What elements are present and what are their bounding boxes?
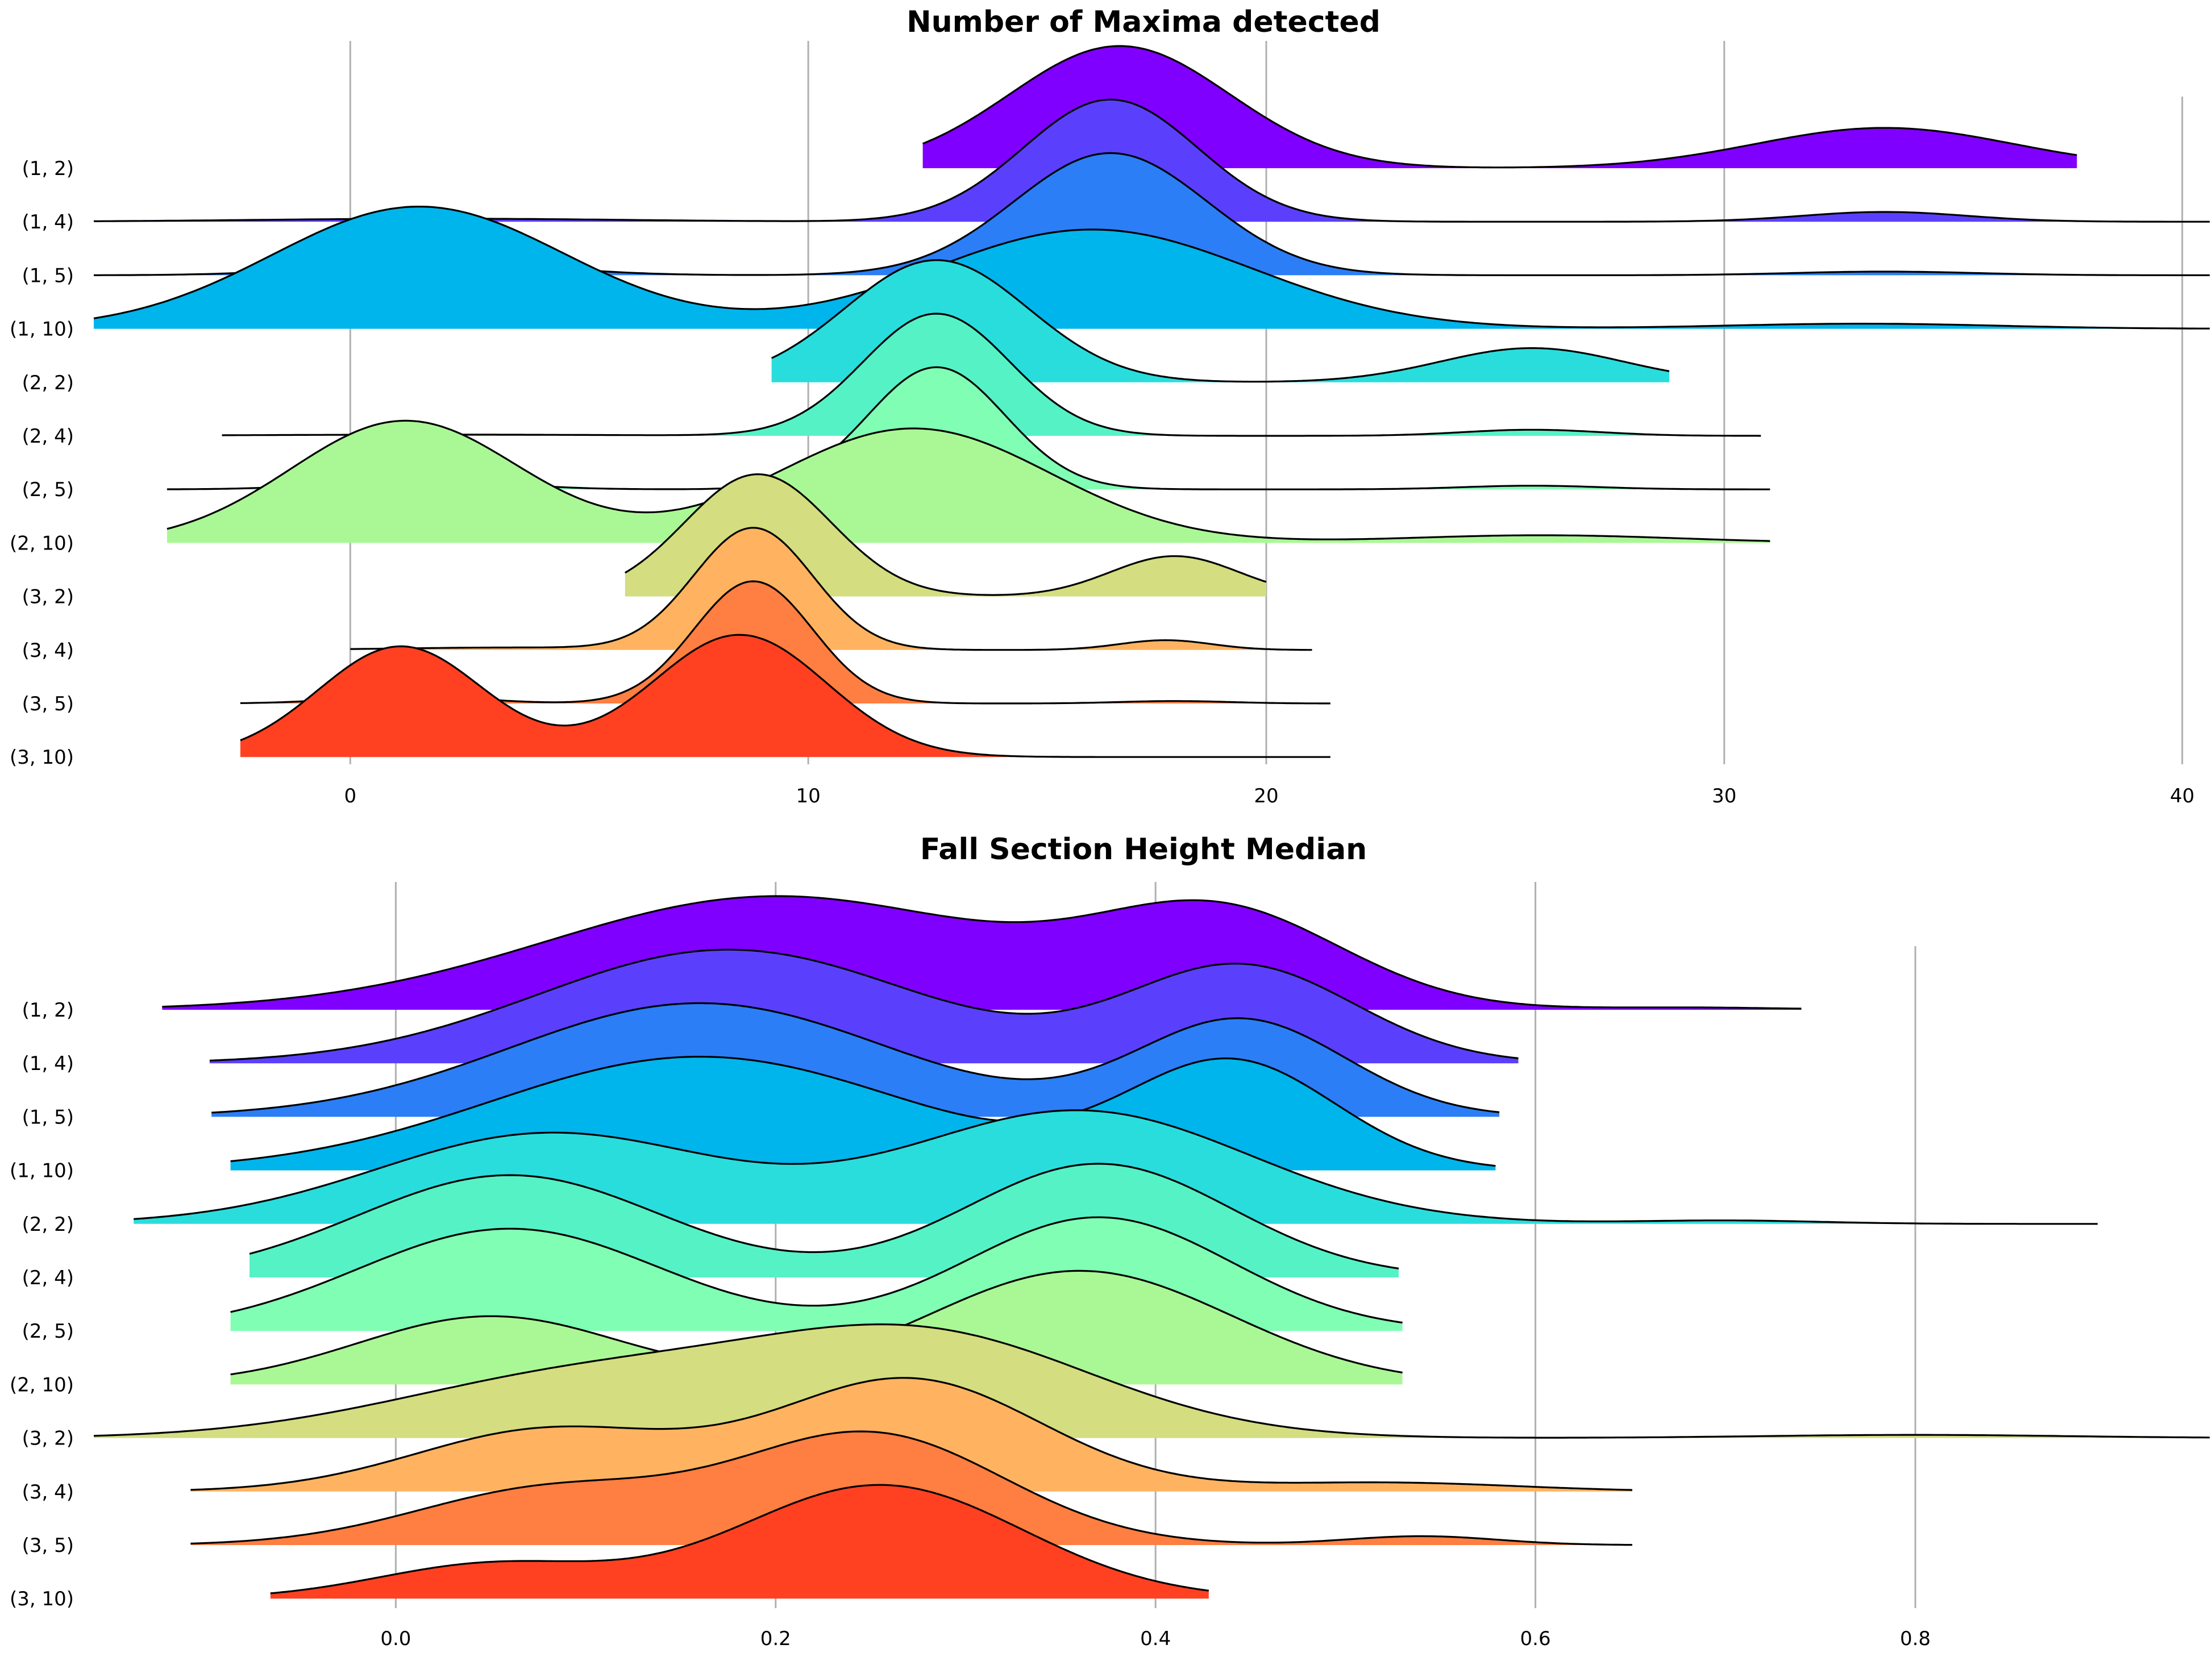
category-label: (3, 4) (22, 639, 74, 662)
ridge-outline (190, 1430, 1633, 1546)
category-label: (1, 2) (22, 999, 74, 1022)
ridge-outline (167, 419, 1770, 542)
ridge-1-10 (93, 206, 2210, 330)
ridge-fill (167, 421, 1770, 543)
x-tick-label: 0.8 (1900, 1627, 1931, 1650)
ridge-outline (350, 527, 1312, 651)
category-label: (3, 2) (22, 586, 74, 609)
panel-fall-section: Fall Section Height Median 0.0 0.2 0.4 0.6 0… (10, 832, 2210, 1650)
category-label: (2, 5) (22, 1320, 74, 1343)
ridge-3-4 (190, 1377, 1633, 1492)
ridge-outline (922, 45, 2077, 169)
ridge-outline (270, 1484, 1209, 1594)
x-tick-label: 20 (1254, 785, 1278, 807)
ridge-fill (230, 1271, 1403, 1385)
ridge-outline (249, 1163, 1399, 1269)
ridge-outline (624, 473, 1267, 596)
category-label: (1, 4) (22, 1052, 74, 1075)
ridges (93, 45, 2210, 758)
ridges (93, 895, 2210, 1599)
x-tick-label: 0 (344, 785, 356, 807)
ridge-2-10 (167, 419, 1770, 543)
ridge-3-4 (350, 527, 1312, 651)
ridge-fill (94, 206, 2210, 329)
category-label: (1, 10) (10, 318, 74, 341)
ridge-fill (240, 635, 1330, 757)
category-labels: (1, 2) (1, 4) (1, 5) (1, 10) (2, 2) (2, 4) (2,… (10, 999, 74, 1610)
category-label: (1, 2) (22, 157, 74, 180)
ridge-outline (240, 634, 1330, 758)
category-label: (1, 10) (10, 1160, 74, 1183)
ridge-fill (350, 527, 1312, 650)
category-label: (3, 4) (22, 1481, 74, 1504)
ridge-3-2 (93, 1323, 2210, 1439)
category-label: (3, 10) (10, 1588, 74, 1610)
x-tick-label: 0.0 (380, 1627, 411, 1650)
category-label: (2, 4) (22, 425, 74, 448)
category-label: (2, 2) (22, 372, 74, 394)
ridge-outline (93, 206, 2210, 330)
ridge-outline (230, 1216, 1403, 1324)
category-label: (2, 5) (22, 478, 74, 501)
category-label: (3, 5) (22, 693, 74, 715)
x-tick-label: 10 (796, 785, 820, 807)
category-label: (1, 5) (22, 1106, 74, 1129)
ridge-outline (93, 1323, 2210, 1439)
category-label: (2, 4) (22, 1267, 74, 1289)
ridge-fill (240, 581, 1330, 703)
category-label: (2, 2) (22, 1213, 74, 1236)
ridge-fill (222, 314, 1761, 436)
ridge-fill (270, 1485, 1209, 1599)
x-tick-labels: 0.0 0.2 0.4 0.6 0.8 (380, 1627, 1931, 1650)
ridge-outline (771, 259, 1670, 383)
category-label: (3, 10) (10, 746, 74, 769)
chart-title: Fall Section Height Median (920, 832, 1367, 867)
ridge-outline (222, 313, 1761, 437)
x-tick-label: 40 (2170, 785, 2194, 807)
panel-maxima: Number of Maxima detected 0 10 20 30 40 (1, … (10, 5, 2210, 807)
category-labels: (1, 2) (1, 4) (1, 5) (1, 10) (2, 2) (2, 4) (2,… (10, 157, 74, 769)
ridge-fill (94, 99, 2210, 222)
ridge-3-10 (270, 1484, 1209, 1599)
ridge-fill (922, 46, 2077, 168)
x-tick-label: 0.2 (760, 1627, 791, 1650)
category-label: (3, 2) (22, 1427, 74, 1450)
ridge-outline (162, 895, 1802, 1010)
ridge-outline (190, 1377, 1633, 1491)
ridge-outline (209, 948, 1519, 1061)
x-tick-label: 0.4 (1140, 1627, 1171, 1650)
ridge-3-10 (240, 634, 1330, 758)
x-tick-labels: 0 10 20 30 40 (344, 785, 2194, 807)
category-label: (1, 5) (22, 264, 74, 287)
ridge-1-2 (922, 45, 2077, 169)
x-tick-label: 30 (1712, 785, 1736, 807)
category-label: (2, 10) (10, 1373, 74, 1396)
chart-title: Number of Maxima detected (907, 5, 1381, 39)
category-label: (3, 5) (22, 1534, 74, 1557)
ridge-fill (94, 153, 2210, 276)
ridge-outline (211, 1002, 1500, 1114)
category-label: (2, 10) (10, 532, 74, 555)
ridge-fill (190, 1377, 1633, 1492)
ridge-fill (94, 1324, 2210, 1438)
ridge-fill (167, 367, 1770, 490)
ridge-outline (230, 1056, 1496, 1167)
x-tick-label: 0.6 (1520, 1627, 1551, 1650)
category-label: (1, 4) (22, 211, 74, 234)
ridge-outline (134, 1109, 2098, 1225)
ridge-2-4 (222, 313, 1761, 437)
